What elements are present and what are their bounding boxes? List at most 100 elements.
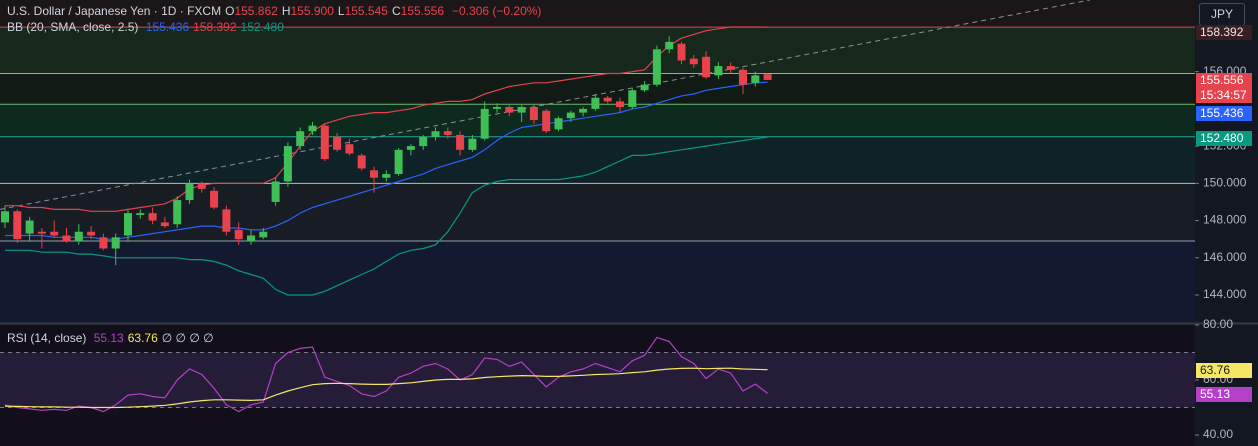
- candle-body: [357, 155, 366, 169]
- rsi-value: 63.76: [127, 331, 158, 345]
- candle-body: [689, 58, 698, 65]
- candle-body: [259, 231, 268, 238]
- candle-body: [25, 220, 34, 234]
- bb-value: 152.480: [240, 20, 284, 34]
- badge-price: 155.556: [1196, 73, 1252, 88]
- candle-body: [493, 107, 501, 109]
- zone: [0, 104, 1195, 137]
- ohlc-key: O: [225, 4, 235, 18]
- candle-body: [234, 229, 243, 240]
- candle-body: [320, 125, 329, 160]
- ohlc-values: O155.862 H155.900 L155.545 C155.556: [225, 4, 448, 18]
- candle-body: [394, 149, 403, 175]
- bb-value: 158.392: [193, 20, 237, 34]
- rsi-line: [4, 367, 768, 409]
- candle-body: [714, 66, 723, 76]
- candle-body: [468, 138, 477, 150]
- candle-body: [382, 174, 391, 178]
- candle-body: [517, 107, 526, 113]
- candle-body: [74, 231, 83, 242]
- candle-body: [136, 213, 145, 215]
- candle-body: [37, 231, 46, 234]
- candle-body: [443, 131, 452, 135]
- candle-body: [616, 101, 624, 108]
- candle-body: [124, 213, 132, 236]
- candle-body: [542, 110, 551, 132]
- rsi-background: [0, 325, 1195, 446]
- candle-body: [529, 107, 538, 121]
- candle-body: [652, 49, 661, 85]
- rsi-tick-label: 80.00: [1203, 317, 1233, 331]
- ohlc-value: 155.862: [234, 4, 278, 18]
- candle-body: [702, 56, 711, 78]
- candle-body: [603, 97, 612, 102]
- y-tick-label: 144.000: [1203, 287, 1247, 301]
- candle-body: [370, 170, 378, 178]
- bb-legend: BB (20, SMA, close, 2.5) 155.436 158.392 1…: [7, 20, 288, 34]
- badge-countdown: 15:34:57: [1196, 88, 1252, 103]
- candle-body: [739, 69, 747, 85]
- candle-body: [505, 107, 514, 113]
- bb-line: [5, 81, 768, 240]
- candle-body: [283, 146, 292, 182]
- candle-body: [185, 183, 194, 201]
- candle-body: [345, 144, 354, 154]
- candle-body: [173, 200, 182, 225]
- symbol-title: U.S. Dollar / Japanese Yen · 1D · FXCM: [7, 4, 222, 18]
- candle-body: [591, 97, 600, 109]
- candle-body: [308, 125, 317, 132]
- candle-body: [50, 231, 59, 236]
- candle-body: [726, 66, 735, 70]
- trendline: [0, 0, 1090, 210]
- candle-body: [640, 84, 649, 91]
- ohlc-key: H: [281, 4, 291, 18]
- candle-body: [210, 190, 219, 208]
- y-tick-label: 150.000: [1203, 176, 1247, 190]
- y-tick-label: 146.000: [1203, 250, 1247, 264]
- candle-body: [296, 131, 305, 147]
- zone: [0, 136, 1195, 184]
- candle-body: [763, 74, 772, 80]
- candle-body: [13, 211, 22, 240]
- symbol-header: U.S. Dollar / Japanese Yen · 1D · FXCM O1…: [7, 4, 545, 18]
- bb-line: [5, 136, 768, 296]
- candle-body: [628, 90, 637, 108]
- currency-button[interactable]: JPY: [1199, 3, 1245, 26]
- candle-body: [62, 235, 71, 242]
- candle-body: [554, 118, 563, 130]
- candle-body: [480, 108, 489, 139]
- ohlc-value: 155.545: [344, 4, 388, 18]
- rsi-line: [4, 336, 768, 413]
- rsi-label: RSI (14, close): [7, 331, 87, 345]
- badge-basis: 155.436: [1196, 106, 1252, 121]
- ohlc-key: C: [391, 4, 401, 18]
- zone: [0, 241, 1195, 322]
- candle-body: [160, 222, 169, 227]
- candle-body: [431, 131, 440, 137]
- candle-body: [456, 134, 465, 150]
- badge-upper: 158.392: [1196, 25, 1252, 40]
- candle-body: [406, 146, 415, 150]
- candle-body: [99, 237, 108, 249]
- candle-body: [197, 183, 206, 189]
- bb-label: BB (20, SMA, close, 2.5): [7, 20, 139, 34]
- candle-body: [87, 231, 96, 236]
- change: −0.306 (−0.20%): [452, 4, 542, 18]
- candle-body: [333, 136, 342, 150]
- bb-value: 155.436: [145, 20, 190, 34]
- candle-body: [665, 41, 674, 50]
- candle-body: [222, 209, 231, 232]
- ohlc-value: 155.900: [290, 4, 334, 18]
- zone: [0, 27, 1195, 74]
- candle-body: [579, 108, 588, 113]
- ohlc-key: L: [337, 4, 345, 18]
- candle-body: [419, 136, 428, 147]
- candle-body: [566, 112, 575, 119]
- candle-body: [1, 211, 9, 223]
- zone: [0, 183, 1195, 242]
- candle-body: [271, 181, 280, 202]
- candle-body: [677, 43, 686, 61]
- rsi-legend: RSI (14, close) 55.13 63.76 ∅ ∅ ∅ ∅: [7, 331, 218, 345]
